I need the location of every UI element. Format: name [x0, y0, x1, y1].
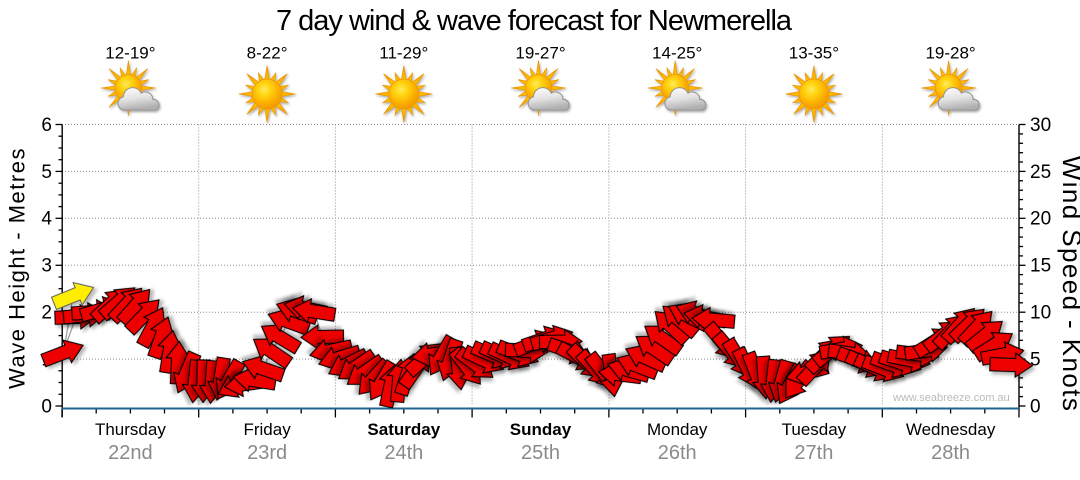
svg-text:30: 30	[1030, 115, 1051, 136]
svg-text:23rd: 23rd	[247, 442, 287, 464]
svg-text:7 day wind & wave forecast for: 7 day wind & wave forecast for Newmerell…	[276, 5, 793, 37]
svg-text:Friday: Friday	[243, 420, 291, 439]
svg-text:14-25°: 14-25°	[652, 44, 702, 63]
svg-text:Thursday: Thursday	[95, 420, 166, 439]
svg-text:5: 5	[41, 162, 52, 183]
svg-text:22nd: 22nd	[108, 442, 153, 464]
svg-text:19-28°: 19-28°	[925, 44, 975, 63]
svg-text:8-22°: 8-22°	[247, 44, 288, 63]
svg-text:2: 2	[41, 303, 52, 324]
svg-text:20: 20	[1030, 209, 1051, 230]
svg-text:Saturday: Saturday	[367, 420, 440, 439]
svg-text:27th: 27th	[794, 442, 833, 464]
svg-text:5: 5	[1030, 350, 1041, 371]
svg-text:24th: 24th	[384, 442, 423, 464]
svg-text:0: 0	[41, 396, 52, 417]
svg-text:www.seabreeze.com.au: www.seabreeze.com.au	[892, 392, 1010, 404]
svg-text:Wind Speed - Knots: Wind Speed - Knots	[1057, 156, 1080, 412]
svg-text:19-27°: 19-27°	[515, 44, 565, 63]
svg-text:11-29°: 11-29°	[379, 44, 428, 63]
svg-text:12-19°: 12-19°	[105, 44, 155, 63]
svg-text:0: 0	[1030, 396, 1041, 417]
svg-text:25th: 25th	[521, 442, 560, 464]
svg-text:10: 10	[1030, 303, 1051, 324]
svg-text:4: 4	[41, 209, 52, 230]
svg-text:Sunday: Sunday	[510, 420, 572, 439]
svg-text:28th: 28th	[931, 442, 970, 464]
svg-text:26th: 26th	[658, 442, 697, 464]
svg-text:Wednesday: Wednesday	[906, 420, 996, 439]
svg-text:6: 6	[41, 115, 52, 136]
svg-text:Tuesday: Tuesday	[782, 420, 847, 439]
svg-text:25: 25	[1030, 162, 1051, 183]
svg-text:Monday: Monday	[647, 420, 708, 439]
svg-text:3: 3	[41, 256, 52, 277]
svg-text:Wave Height - Metres: Wave Height - Metres	[5, 147, 30, 389]
svg-text:15: 15	[1030, 256, 1051, 277]
svg-text:13-35°: 13-35°	[789, 44, 839, 63]
